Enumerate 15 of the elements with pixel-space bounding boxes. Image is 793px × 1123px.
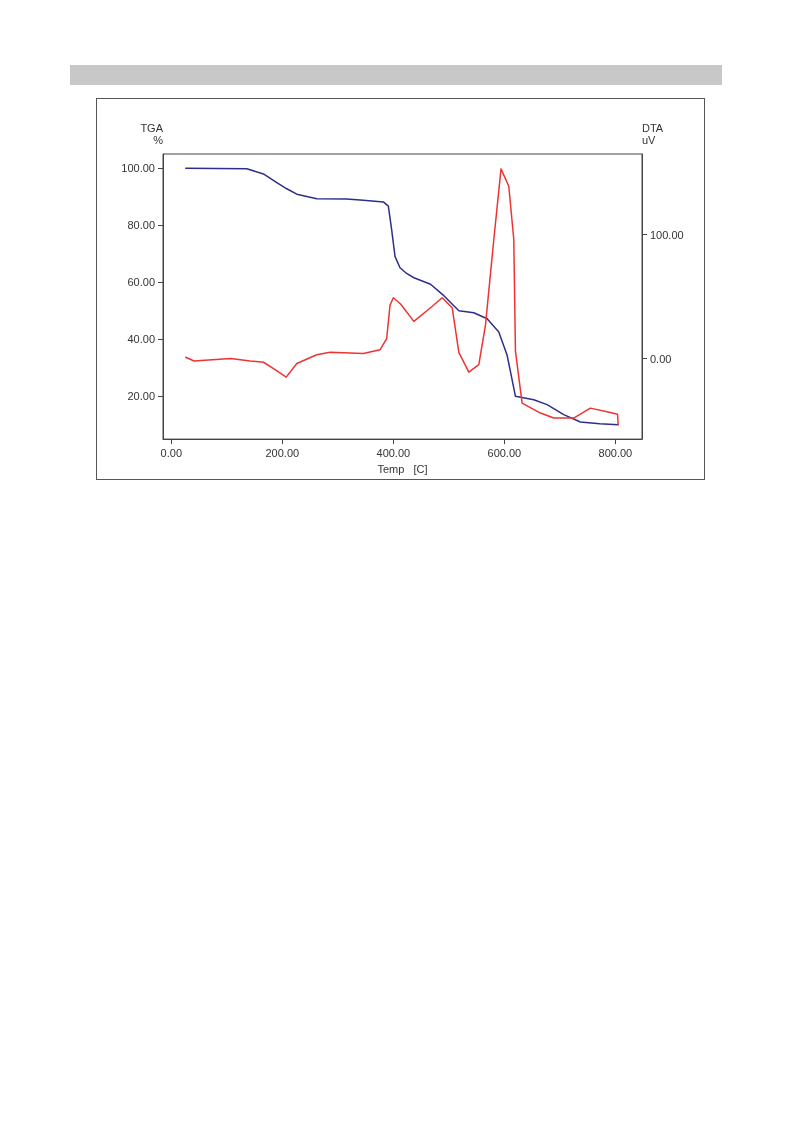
x-axis-title: Temp [C] (377, 462, 428, 475)
x-tick-label: 600.00 (487, 446, 522, 459)
y-tick-label: 40.00 (127, 333, 155, 346)
x-tick-label: 800.00 (598, 446, 633, 459)
y-tick-label: 60.00 (127, 276, 155, 289)
x-tick-label: 0.00 (160, 446, 183, 459)
y-tick-label: 20.00 (127, 390, 155, 403)
y-tick-label: 80.00 (127, 219, 155, 232)
y2-tick-label: 0.00 (650, 352, 672, 365)
x-tick-label: 200.00 (265, 446, 300, 459)
y2-axis-title: DTA uV (642, 122, 664, 146)
y-axis-title: TGA % (140, 122, 164, 146)
x-tick-label: 400.00 (376, 446, 411, 459)
y-tick-label: 100.00 (121, 162, 155, 175)
y2-tick-label: 100.00 (650, 228, 684, 241)
